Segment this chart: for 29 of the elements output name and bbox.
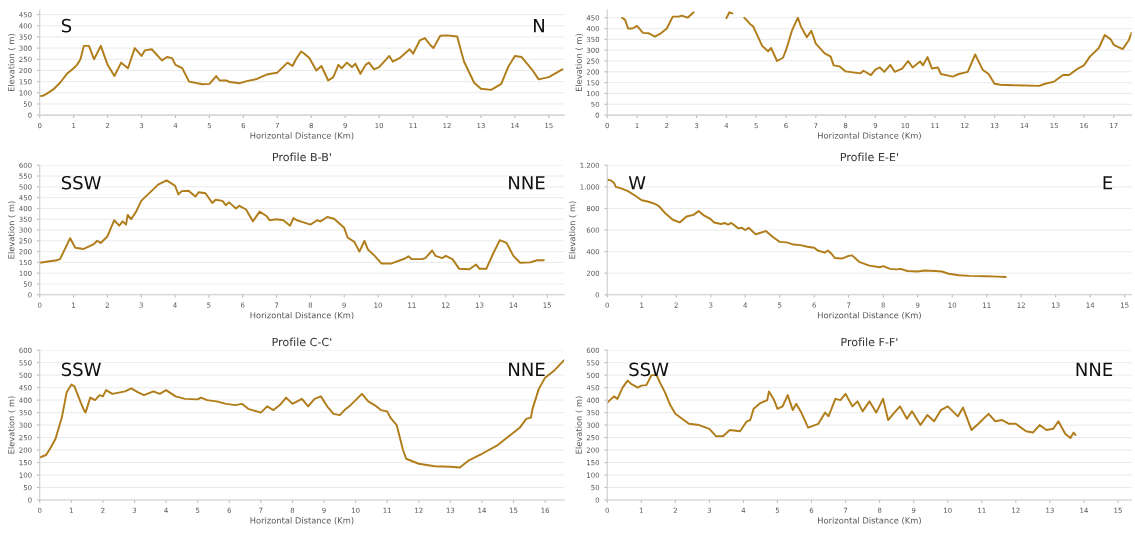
annotation: SSW bbox=[61, 175, 101, 190]
line-series bbox=[39, 34, 564, 98]
x-axis-title: Horizontal Distance (Km) bbox=[250, 517, 354, 525]
y-axis-title: Elevation ( m) bbox=[7, 201, 16, 259]
annotation: SSW bbox=[61, 362, 101, 377]
x-axis-title: Horizontal Distance (Km) bbox=[818, 311, 921, 320]
annotation: NNE bbox=[509, 362, 545, 376]
annotation: E bbox=[1103, 176, 1113, 190]
y-axis-title: Elevation ( m) bbox=[7, 34, 16, 92]
y-axis-title: Elevation ( m) bbox=[575, 34, 583, 92]
chart-title: Profile F-F' bbox=[841, 337, 898, 347]
chart-title: Profile B-B' bbox=[273, 152, 331, 162]
chart-title: Profile E-E' bbox=[840, 152, 898, 162]
y-axis-title: Elevation ( m) bbox=[568, 201, 577, 259]
annotation: SSW bbox=[629, 362, 669, 377]
x-axis-title: Horizontal Distance (Km) bbox=[818, 517, 921, 525]
chart-title: Profile C-C' bbox=[272, 337, 332, 347]
x-axis-title: Horizontal Distance (Km) bbox=[250, 311, 354, 320]
x-axis-title: Horizontal Distance (Km) bbox=[818, 132, 921, 140]
x-axis-title: Horizontal Distance (Km) bbox=[250, 132, 354, 140]
y-axis-title: Elevation ( m) bbox=[575, 396, 583, 454]
annotation: N bbox=[534, 19, 544, 33]
annotation: W bbox=[628, 176, 646, 190]
annotation: NNE bbox=[509, 176, 545, 190]
y-axis-title: Elevation ( m) bbox=[7, 396, 16, 454]
line-series bbox=[39, 359, 565, 469]
annotation: S bbox=[61, 18, 72, 33]
annotation: NNE bbox=[1076, 362, 1113, 376]
line-series bbox=[607, 178, 1007, 278]
